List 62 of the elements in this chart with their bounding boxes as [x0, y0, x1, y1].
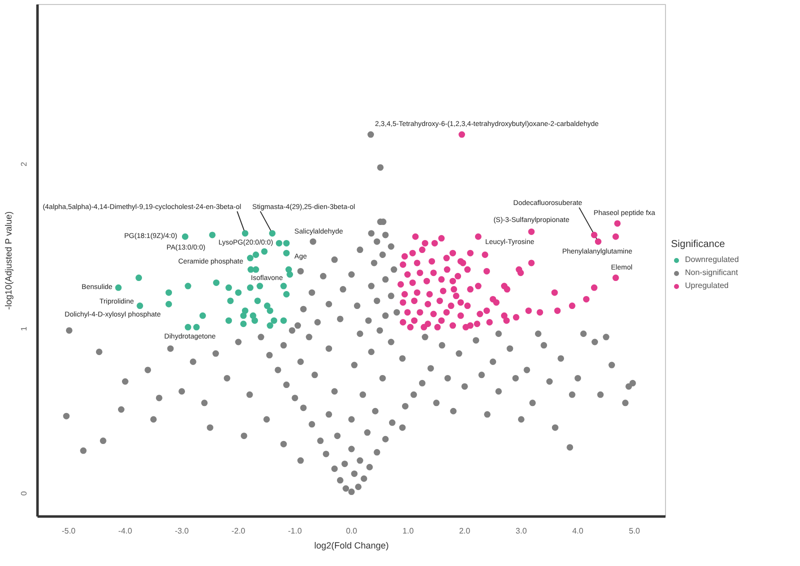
- y-tick-label: 2: [20, 161, 28, 166]
- point: [182, 233, 188, 240]
- point: [286, 271, 294, 278]
- point: [285, 266, 292, 273]
- legend-label: Non-significant: [685, 268, 738, 277]
- point: [283, 250, 290, 256]
- point: [184, 282, 192, 290]
- point: [261, 248, 268, 255]
- x-tick-label: -5.0: [62, 526, 76, 536]
- point: [280, 282, 287, 290]
- legend-label: Downregulated: [685, 255, 739, 264]
- x-tick-label: 5.0: [628, 526, 640, 536]
- point: [250, 312, 256, 319]
- point: [184, 324, 192, 330]
- point: [166, 289, 172, 296]
- point: [252, 251, 260, 258]
- point: [246, 254, 254, 262]
- legend-label: Upregulated: [685, 281, 729, 290]
- x-tick-label: 3.0: [516, 526, 528, 536]
- x-tick-label: -2.0: [231, 526, 246, 536]
- x-tick-label: 1.0: [402, 526, 414, 536]
- point: [199, 312, 206, 319]
- point: [256, 282, 264, 290]
- y-tick-label: 1: [20, 326, 28, 332]
- point: [213, 279, 220, 286]
- point: [209, 232, 216, 238]
- point: [283, 240, 290, 246]
- point: [115, 284, 122, 291]
- point: [136, 302, 144, 310]
- point: [264, 302, 270, 310]
- point: [280, 317, 287, 324]
- point: [276, 240, 282, 246]
- point: [235, 289, 242, 296]
- x-tick-label: -1.0: [288, 526, 302, 536]
- x-tick-label: -3.0: [174, 526, 190, 536]
- point: [240, 312, 247, 319]
- point: [246, 284, 254, 291]
- point: [225, 284, 232, 291]
- legend-title: Significance: [671, 238, 726, 250]
- x-tick-label: 4.0: [572, 526, 584, 536]
- x-tick-label: 0.0: [346, 526, 358, 536]
- point: [266, 322, 274, 329]
- point: [240, 320, 247, 328]
- point: [193, 324, 200, 330]
- point: [283, 291, 290, 298]
- y-axis-title: -log10(Adjusted P value): [4, 211, 14, 310]
- point: [266, 307, 274, 314]
- point: [166, 300, 172, 308]
- y-tick-label: 0: [20, 490, 28, 496]
- x-axis-title: log2(Fold Change): [314, 540, 389, 550]
- point: [270, 317, 278, 324]
- point: [242, 230, 248, 237]
- point: [227, 298, 234, 304]
- point: [252, 317, 258, 324]
- point: [252, 266, 260, 273]
- point: [269, 230, 276, 237]
- point: [136, 274, 142, 282]
- point: [254, 298, 261, 304]
- point: [242, 307, 248, 314]
- x-tick-label: -4.0: [118, 526, 133, 536]
- point: [225, 317, 232, 324]
- x-tick-label: 2.0: [459, 526, 471, 536]
